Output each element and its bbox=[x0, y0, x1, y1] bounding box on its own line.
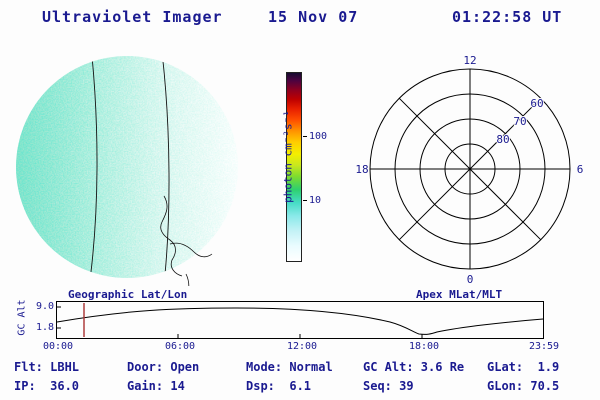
strip-ytick-1-8: 1.8 bbox=[35, 322, 54, 333]
status-seq: Seq: 39 bbox=[363, 379, 414, 393]
polar-caption: Apex MLat/MLT bbox=[416, 288, 503, 301]
coastline-overlay bbox=[160, 195, 213, 286]
xtick-0600: 06:00 bbox=[164, 341, 196, 352]
colorbar-tick-100-mark bbox=[303, 136, 307, 137]
mlt-label-6: 6 bbox=[577, 163, 584, 176]
status-gain: Gain: 14 bbox=[127, 379, 185, 393]
gc-alt-strip-chart bbox=[56, 301, 544, 339]
ring-label-60: 60 bbox=[530, 97, 543, 110]
disk-caption: Geographic Lat/Lon bbox=[68, 288, 188, 301]
ring-label-80: 80 bbox=[496, 133, 509, 146]
colorbar-unit-label: photon cm⁻²s⁻¹ bbox=[281, 110, 295, 203]
xtick-2359: 23:59 bbox=[528, 341, 560, 352]
status-glat: GLat: 1.9 bbox=[487, 360, 560, 374]
mlt-label-18: 18 bbox=[355, 163, 368, 176]
strip-y-axis-title: GC Alt bbox=[16, 299, 28, 336]
time-label: 01:22:58 UT bbox=[452, 8, 563, 26]
date-label: 15 Nov 07 bbox=[268, 8, 359, 26]
status-dsp: Dsp: 6.1 bbox=[246, 379, 312, 393]
geographic-meridian-lines bbox=[89, 56, 170, 278]
status-flt: Flt: LBHL bbox=[14, 360, 80, 374]
strip-frame bbox=[56, 301, 544, 339]
uv-speckle-texture bbox=[16, 56, 238, 278]
colorbar-tick-10-mark bbox=[303, 200, 307, 201]
uv-disk-image bbox=[16, 56, 238, 286]
xtick-1200: 12:00 bbox=[286, 341, 318, 352]
colorbar-tick-10: 10 bbox=[309, 195, 322, 206]
status-row-1: Flt: LBHL Door: Open Mode: Normal GC Alt… bbox=[14, 360, 592, 374]
status-door: Door: Open bbox=[127, 360, 200, 374]
mlt-label-12: 12 bbox=[463, 54, 476, 67]
colorbar-tick-100: 100 bbox=[309, 131, 328, 142]
status-mode: Mode: Normal bbox=[246, 360, 333, 374]
status-ip: IP: 36.0 bbox=[14, 379, 80, 393]
status-row-2: IP: 36.0 Gain: 14 Dsp: 6.1 Seq: 39 GLon:… bbox=[14, 379, 592, 393]
apex-mlat-mlt-grid: 12 0 18 6 60 70 80 bbox=[354, 53, 584, 286]
mlt-label-0: 0 bbox=[467, 273, 474, 286]
ring-label-70: 70 bbox=[513, 115, 526, 128]
status-glon: GLon: 70.5 bbox=[487, 379, 560, 393]
app-title: Ultraviolet Imager bbox=[42, 8, 223, 26]
xtick-0000: 00:00 bbox=[42, 341, 74, 352]
colorbar bbox=[286, 72, 302, 262]
polar-grid-lines bbox=[369, 68, 571, 270]
gc-alt-curve bbox=[56, 307, 544, 335]
xtick-1800: 18:00 bbox=[408, 341, 440, 352]
status-gc-alt: GC Alt: 3.6 Re bbox=[363, 360, 465, 374]
strip-ytick-9: 9.0 bbox=[35, 301, 54, 312]
